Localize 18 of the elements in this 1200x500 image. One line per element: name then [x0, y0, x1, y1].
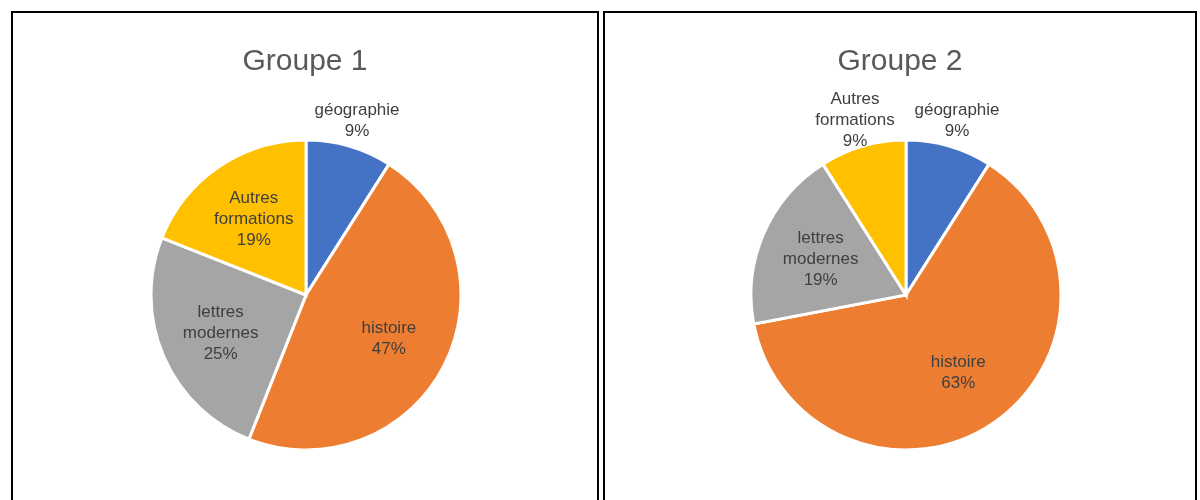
data-label: 47% [371, 338, 406, 358]
slice-label: histoire [930, 352, 986, 372]
data-label: 25% [203, 343, 238, 363]
slice-label: Autres formations [815, 89, 895, 130]
chart-title: Groupe 2 [837, 43, 963, 76]
slice-label: Autres formations [214, 188, 294, 229]
data-label: 19% [236, 230, 271, 250]
data-label: 9% [944, 120, 970, 140]
slice-label: géographie [914, 99, 1000, 119]
data-label: 9% [842, 131, 868, 151]
slice-label: géographie [314, 99, 400, 119]
data-label: 63% [941, 373, 976, 393]
chart-title: Groupe 1 [242, 43, 368, 76]
slice-label: lettres modernes [782, 228, 859, 269]
data-label: 19% [803, 270, 838, 290]
slice-label: lettres modernes [182, 301, 259, 342]
data-label: 9% [344, 120, 370, 140]
slice-label: histoire [361, 317, 417, 337]
